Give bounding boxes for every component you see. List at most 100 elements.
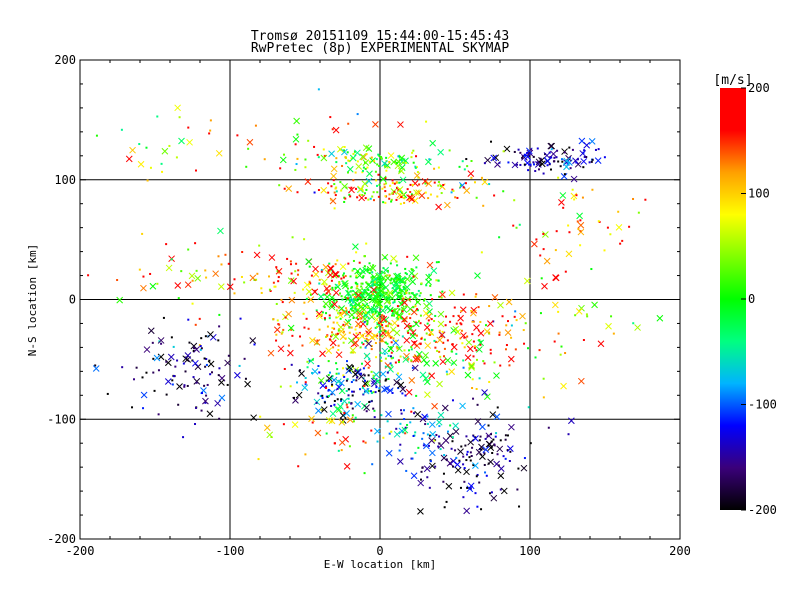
data-point-dot bbox=[224, 253, 227, 256]
data-point-dot bbox=[375, 386, 378, 389]
data-point-dot bbox=[257, 458, 260, 461]
data-point-dot bbox=[352, 179, 355, 182]
data-point-dot bbox=[557, 332, 560, 335]
data-point-dot bbox=[370, 392, 373, 395]
data-point-dot bbox=[486, 435, 489, 438]
data-point-dot bbox=[95, 134, 98, 137]
data-point-dot bbox=[385, 378, 388, 381]
data-point-dot bbox=[577, 227, 580, 230]
data-point-dot bbox=[379, 323, 382, 326]
data-point-cross bbox=[452, 325, 460, 333]
data-point-dot bbox=[502, 190, 505, 193]
data-point-dot bbox=[337, 348, 340, 351]
data-point-cross bbox=[365, 177, 373, 185]
data-point-dot bbox=[441, 330, 444, 333]
data-point-dot bbox=[480, 176, 483, 179]
data-point-dot bbox=[474, 436, 477, 439]
data-point-cross bbox=[429, 430, 437, 438]
data-point-cross bbox=[402, 356, 410, 363]
data-point-dot bbox=[340, 398, 343, 401]
data-point-dot bbox=[344, 156, 347, 159]
data-point-dot bbox=[398, 155, 401, 158]
data-point-dot bbox=[402, 285, 405, 288]
data-point-dot bbox=[484, 471, 487, 474]
data-point-dot bbox=[332, 297, 335, 300]
data-point-dot bbox=[542, 396, 545, 399]
data-point-cross bbox=[428, 372, 436, 380]
data-point-cross bbox=[354, 267, 361, 275]
data-point-cross bbox=[381, 160, 388, 167]
data-point-dot bbox=[403, 349, 406, 352]
data-point-cross bbox=[464, 371, 472, 379]
data-point-dot bbox=[549, 168, 552, 171]
data-point-dot bbox=[438, 295, 441, 298]
data-point-dot bbox=[303, 301, 306, 304]
data-point-dot bbox=[452, 465, 455, 468]
data-point-dot bbox=[362, 440, 365, 443]
data-point-cross bbox=[312, 271, 320, 278]
data-point-dot bbox=[191, 302, 194, 305]
data-point-dot bbox=[603, 156, 606, 159]
data-point-dot bbox=[273, 285, 276, 288]
data-point-cross bbox=[365, 340, 373, 348]
data-point-dot bbox=[281, 331, 284, 334]
data-point-dot bbox=[513, 150, 516, 153]
data-point-cross bbox=[331, 300, 338, 308]
data-point-dot bbox=[427, 197, 430, 200]
data-point-dot bbox=[227, 354, 230, 357]
data-point-dot bbox=[376, 283, 379, 286]
data-point-dot bbox=[355, 276, 358, 279]
data-point-dot bbox=[391, 179, 394, 182]
data-point-dot bbox=[347, 388, 350, 391]
data-point-dot bbox=[278, 184, 281, 187]
data-point-cross bbox=[422, 442, 430, 450]
data-point-dot bbox=[504, 434, 507, 437]
data-point-dot bbox=[451, 362, 454, 365]
data-point-dot bbox=[366, 306, 369, 309]
data-point-dot bbox=[335, 161, 338, 164]
data-point-dot bbox=[335, 299, 338, 302]
data-point-dot bbox=[498, 331, 501, 334]
data-point-dot bbox=[400, 281, 403, 284]
data-point-dot bbox=[348, 331, 351, 334]
data-point-dot bbox=[372, 407, 375, 410]
data-point-dot bbox=[308, 359, 311, 362]
data-point-dot bbox=[385, 156, 388, 159]
data-point-dot bbox=[314, 289, 317, 292]
data-point-dot bbox=[518, 505, 521, 508]
data-point-cross bbox=[448, 368, 456, 375]
data-point-cross bbox=[473, 324, 480, 331]
data-point-cross bbox=[358, 332, 366, 340]
data-point-dot bbox=[353, 298, 356, 301]
data-point-cross bbox=[387, 152, 395, 159]
data-point-dot bbox=[203, 357, 206, 360]
data-point-dot bbox=[433, 339, 436, 342]
data-point-dot bbox=[374, 170, 377, 173]
data-point-dot bbox=[480, 508, 483, 511]
data-point-dot bbox=[351, 390, 354, 393]
data-point-dot bbox=[442, 183, 445, 186]
data-point-dot bbox=[303, 238, 306, 241]
data-point-dot bbox=[194, 406, 197, 409]
data-point-dot bbox=[397, 315, 400, 318]
data-point-dot bbox=[317, 189, 320, 192]
data-point-cross bbox=[320, 406, 328, 413]
data-point-dot bbox=[323, 306, 326, 309]
data-point-dot bbox=[404, 394, 407, 397]
data-point-cross bbox=[401, 299, 408, 306]
data-point-dot bbox=[425, 120, 428, 123]
data-point-cross bbox=[395, 312, 403, 319]
data-point-dot bbox=[342, 274, 345, 277]
data-point-dot bbox=[384, 177, 387, 180]
data-point-dot bbox=[516, 488, 519, 491]
data-point-cross bbox=[393, 378, 401, 386]
data-point-dot bbox=[352, 351, 355, 354]
data-point-cross bbox=[339, 263, 347, 271]
data-point-dot bbox=[415, 266, 418, 269]
data-point-dot bbox=[517, 148, 520, 151]
data-point-dot bbox=[347, 159, 350, 162]
data-point-dot bbox=[378, 387, 381, 390]
data-point-dot bbox=[453, 306, 456, 309]
data-point-dot bbox=[327, 360, 330, 363]
y-tick-label: 0 bbox=[69, 293, 76, 307]
